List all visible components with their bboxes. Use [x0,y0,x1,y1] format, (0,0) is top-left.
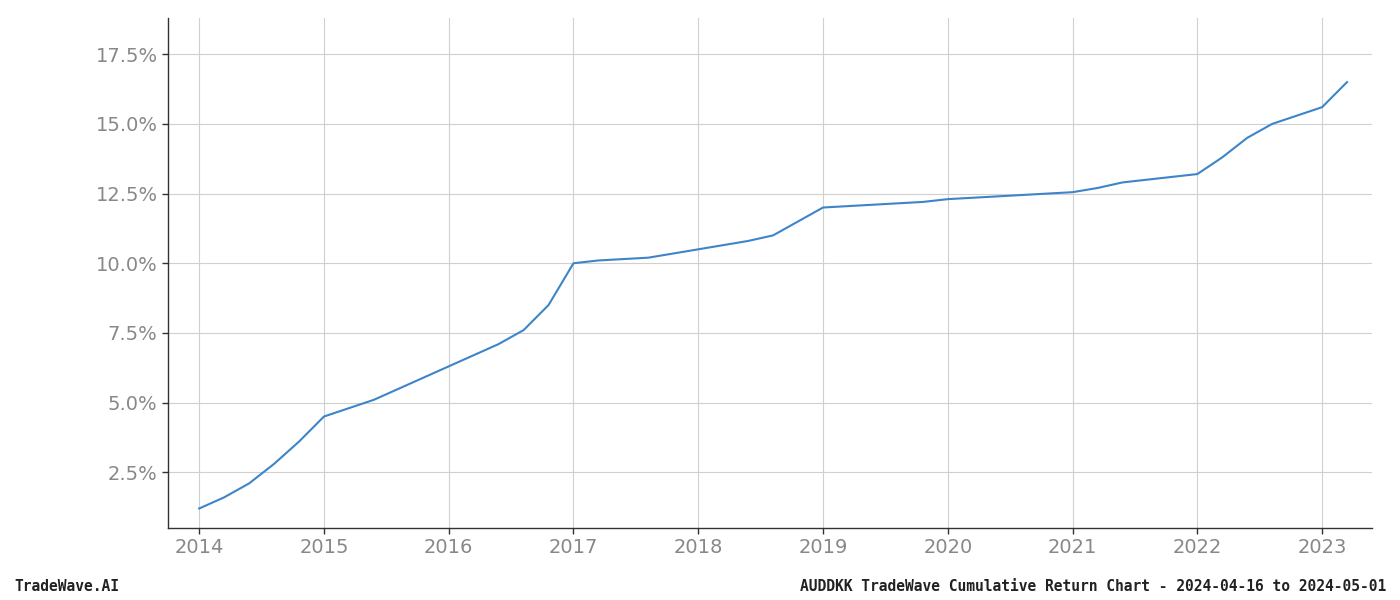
Text: TradeWave.AI: TradeWave.AI [14,579,119,594]
Text: AUDDKK TradeWave Cumulative Return Chart - 2024-04-16 to 2024-05-01: AUDDKK TradeWave Cumulative Return Chart… [799,579,1386,594]
